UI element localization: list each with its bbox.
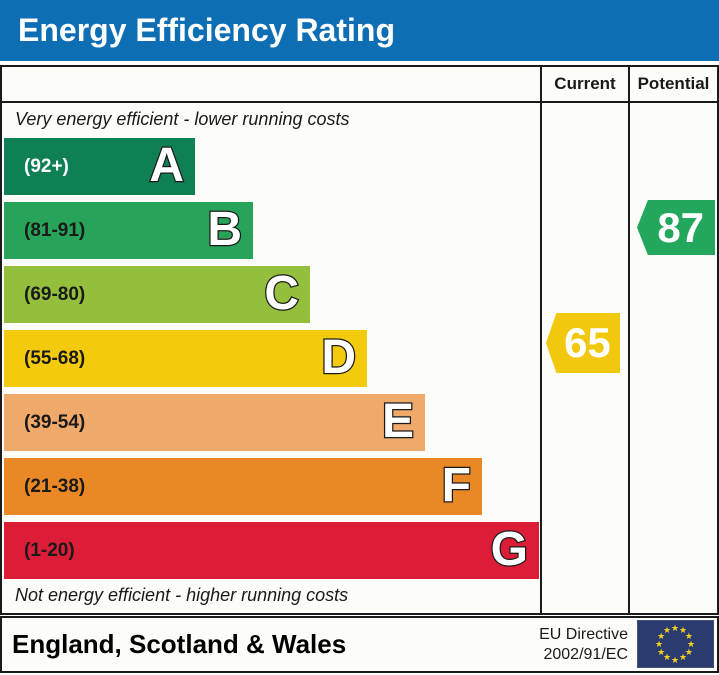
eu-directive-line2: 2002/91/EC — [543, 646, 628, 663]
current-rating-value: 65 — [564, 319, 611, 366]
eu-directive-label: EU Directive 2002/91/EC — [539, 618, 628, 671]
eu-flag-star-icon: ★ — [679, 652, 688, 663]
eu-flag-star-icon: ★ — [663, 624, 672, 635]
eu-flag-icon: ★ ★ ★ ★ ★ ★ ★ ★ ★ ★ ★ ★ — [637, 620, 714, 668]
title-bar: Energy Efficiency Rating — [0, 0, 719, 61]
eu-flag-star-icon: ★ — [657, 646, 666, 657]
band-g-range-label: (1-20) — [24, 540, 75, 561]
header-divider-line — [2, 101, 717, 103]
rating-band-c: (69-80) C — [4, 266, 310, 323]
band-b-letter: B — [206, 202, 243, 258]
eu-directive-line1: EU Directive — [539, 626, 628, 643]
eu-flag-star-icon: ★ — [687, 638, 696, 649]
footer-bar: England, Scotland & Wales EU Directive 2… — [0, 616, 719, 673]
eu-flag-star-icon: ★ — [684, 630, 693, 641]
rating-table: Current Potential Very energy efficient … — [0, 65, 719, 615]
rating-band-b: (81-91) B — [4, 202, 253, 259]
band-f-letter: F — [440, 458, 472, 514]
eu-flag-star-icon: ★ — [671, 654, 680, 665]
eu-flag-star-icon: ★ — [657, 630, 666, 641]
band-d-letter: D — [320, 330, 357, 386]
band-a-letter: A — [148, 138, 185, 194]
eu-flag-star-icon: ★ — [679, 624, 688, 635]
band-d-range-label: (55-68) — [24, 348, 86, 369]
eu-flag-star-icon: ★ — [671, 622, 680, 633]
bottom-caption: Not energy efficient - higher running co… — [15, 585, 349, 605]
page-title: Energy Efficiency Rating — [18, 12, 395, 48]
current-column-divider — [540, 67, 542, 613]
eu-flag-star-icon: ★ — [663, 652, 672, 663]
band-e-range-label: (39-54) — [24, 412, 86, 433]
eu-flag-star-icon: ★ — [684, 646, 693, 657]
potential-rating-arrow: 87 — [637, 200, 715, 255]
band-a-range-label: (92+) — [24, 156, 69, 177]
eu-flag-star-icon: ★ — [655, 638, 664, 649]
current-rating-arrow: 65 — [546, 313, 620, 373]
band-b-range-label: (81-91) — [24, 220, 86, 241]
rating-band-d: (55-68) D — [4, 330, 367, 387]
potential-column-header: Potential — [637, 74, 710, 93]
rating-band-f: (21-38) F — [4, 458, 482, 515]
potential-column-divider — [628, 67, 630, 613]
band-g-letter: G — [489, 522, 529, 578]
top-caption: Very energy efficient - lower running co… — [15, 109, 350, 129]
band-f-range-label: (21-38) — [24, 476, 86, 497]
band-c-letter: C — [263, 266, 300, 322]
rating-band-g: (1-20) G — [4, 522, 539, 579]
current-column-header: Current — [554, 74, 616, 93]
potential-rating-value: 87 — [657, 204, 705, 251]
band-c-range-label: (69-80) — [24, 284, 86, 305]
rating-band-e: (39-54) E — [4, 394, 425, 451]
region-label: England, Scotland & Wales — [12, 629, 347, 659]
rating-band-a: (92+) A — [4, 138, 195, 195]
band-e-letter: E — [381, 394, 416, 450]
